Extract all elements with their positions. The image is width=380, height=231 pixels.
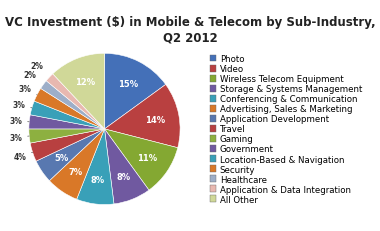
Text: 15%: 15%: [118, 79, 138, 88]
Wedge shape: [77, 129, 114, 205]
Text: 12%: 12%: [76, 77, 96, 86]
Legend: Photo, Video, Wireless Telecom Equipment, Storage & Systems Management, Conferen: Photo, Video, Wireless Telecom Equipment…: [209, 55, 362, 204]
Text: 8%: 8%: [91, 176, 105, 185]
Text: 2%: 2%: [31, 62, 44, 71]
Wedge shape: [46, 74, 104, 129]
Wedge shape: [30, 129, 105, 161]
Text: 3%: 3%: [13, 100, 32, 109]
Wedge shape: [105, 129, 178, 190]
Wedge shape: [36, 129, 104, 181]
Wedge shape: [105, 85, 180, 148]
Text: VC Investment ($) in Mobile & Telecom by Sub-Industry, Q2 2012: VC Investment ($) in Mobile & Telecom by…: [5, 16, 375, 44]
Text: 2%: 2%: [24, 71, 36, 80]
Wedge shape: [34, 89, 104, 129]
Text: 8%: 8%: [116, 173, 130, 181]
Text: 5%: 5%: [55, 154, 69, 163]
Text: 3%: 3%: [9, 133, 29, 142]
Wedge shape: [30, 102, 105, 129]
Text: 3%: 3%: [19, 85, 37, 95]
Text: 7%: 7%: [68, 167, 83, 176]
Text: 14%: 14%: [145, 115, 165, 124]
Text: 3%: 3%: [9, 116, 29, 125]
Wedge shape: [29, 129, 104, 143]
Wedge shape: [49, 129, 104, 199]
Wedge shape: [105, 54, 166, 129]
Wedge shape: [29, 115, 104, 129]
Text: 11%: 11%: [137, 154, 157, 163]
Text: 4%: 4%: [13, 152, 33, 161]
Wedge shape: [53, 54, 105, 129]
Wedge shape: [105, 129, 149, 204]
Wedge shape: [41, 81, 105, 129]
